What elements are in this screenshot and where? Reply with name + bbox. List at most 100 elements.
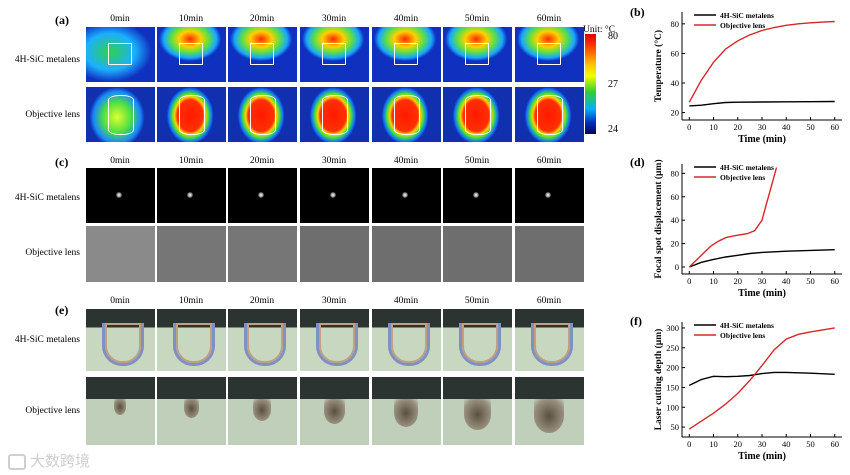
- roi-box: [537, 43, 561, 65]
- cut-crater: [534, 399, 564, 433]
- thermal-image-metalens: [300, 27, 369, 82]
- x-tick-label: 40: [782, 122, 791, 132]
- x-tick-label: 50: [806, 439, 815, 449]
- x-tick-label: 0: [687, 276, 691, 286]
- legend-label: 4H-SiC metalens: [720, 163, 774, 172]
- cut-arc: [102, 323, 144, 366]
- y-tick-label: 40: [671, 78, 680, 88]
- watermark-text: 大数跨境: [30, 452, 91, 470]
- focal-spot-image-metalens: [300, 168, 369, 223]
- x-tick-label: 30: [758, 122, 767, 132]
- y-tick-label: 80: [671, 168, 680, 178]
- thermal-image-objective: [300, 87, 369, 142]
- focal-spot-image-metalens: [157, 168, 226, 223]
- y-axis-label: Temperature (°C): [653, 30, 664, 102]
- y-tick-label: 250: [666, 343, 679, 353]
- thermal-image-objective: [228, 87, 297, 142]
- focal-spot: [473, 192, 479, 198]
- cutting-image-metalens: [228, 309, 297, 371]
- cutting-image-metalens: [300, 309, 369, 371]
- legend-label: Objective lens: [720, 21, 765, 30]
- time-label: 20min: [249, 296, 275, 306]
- time-label: 10min: [178, 296, 204, 306]
- roi-box: [108, 43, 132, 65]
- series-line-objective: [688, 327, 835, 430]
- focal-spot-image-objective: [443, 226, 512, 282]
- focal-spot: [402, 192, 408, 198]
- time-label: 20min: [249, 14, 275, 24]
- y-tick-label: 60: [671, 48, 680, 58]
- cutting-image-objective: [443, 377, 512, 445]
- time-label: 40min: [393, 156, 419, 166]
- cut-arc: [388, 323, 430, 366]
- time-label: 60min: [536, 14, 562, 24]
- x-tick-label: 50: [806, 276, 815, 286]
- y-tick-label: 50: [671, 422, 680, 432]
- y-axis-label: Laser cutting depth (µm): [653, 329, 664, 431]
- cut-crater: [253, 399, 271, 421]
- y-tick-label: 40: [671, 215, 680, 225]
- roi-box: [394, 43, 418, 65]
- cutting-image-objective: [86, 377, 155, 445]
- x-tick-label: 0: [687, 439, 691, 449]
- time-label: 40min: [393, 296, 419, 306]
- time-label: 50min: [464, 14, 490, 24]
- roi-cylinder: [179, 95, 205, 135]
- x-tick-label: 60: [830, 439, 839, 449]
- roi-cylinder: [322, 95, 348, 135]
- time-label: 10min: [178, 14, 204, 24]
- y-tick-label: 60: [671, 192, 680, 202]
- y-tick-label: 20: [671, 239, 680, 249]
- chart-temperature: 0 10 20 30 40 50 60 20 40 60 80 Time (min) Temperatu…: [653, 11, 842, 145]
- roi-cylinder: [537, 95, 563, 135]
- legend-label: 4H-SiC metalens: [720, 11, 774, 20]
- row-label-objective-c: Objective lens: [25, 248, 80, 258]
- roi-box: [465, 43, 489, 65]
- focal-spot-image-metalens: [86, 168, 155, 223]
- focal-spot: [545, 192, 551, 198]
- colorbar-max: 80: [608, 31, 618, 42]
- colorbar: [585, 34, 596, 134]
- x-tick-label: 60: [830, 276, 839, 286]
- time-label: 0min: [110, 156, 130, 166]
- y-tick-label: 0: [675, 262, 679, 272]
- focal-spot-image-objective: [157, 226, 226, 282]
- cut-arc: [173, 323, 215, 366]
- x-tick-label: 50: [806, 122, 815, 132]
- focal-spot: [116, 192, 122, 198]
- y-tick-label: 300: [666, 323, 679, 333]
- x-tick-label: 20: [734, 276, 743, 286]
- legend-label: Objective lens: [720, 173, 765, 182]
- focal-spot-image-objective: [372, 226, 441, 282]
- roi-cylinder: [108, 95, 134, 135]
- colorbar-unit: Unit: °C: [583, 25, 616, 35]
- x-axis-label: Time (min): [738, 288, 786, 299]
- roi-cylinder: [394, 95, 420, 135]
- cut-crater: [394, 399, 418, 427]
- cutting-image-metalens: [443, 309, 512, 371]
- time-label: 10min: [178, 156, 204, 166]
- cutting-image-objective: [228, 377, 297, 445]
- focal-spot-image-objective: [228, 226, 297, 282]
- time-label: 60min: [536, 296, 562, 306]
- y-tick-label: 20: [671, 108, 680, 118]
- x-tick-label: 60: [830, 122, 839, 132]
- roi-box: [322, 43, 346, 65]
- legend-label: Objective lens: [720, 331, 765, 340]
- watermark: 大数跨境: [8, 450, 90, 471]
- row-label-metalens-a: 4H-SiC metalens: [14, 55, 80, 65]
- cutting-image-objective: [372, 377, 441, 445]
- x-tick-label: 40: [782, 439, 791, 449]
- cut-crater: [183, 399, 199, 418]
- time-label: 60min: [536, 156, 562, 166]
- y-tick-label: 100: [666, 402, 679, 412]
- panel-label-a: (a): [55, 13, 69, 27]
- cutting-image-metalens: [515, 309, 584, 371]
- x-tick-label: 20: [734, 439, 743, 449]
- series-line-objective: [688, 167, 778, 268]
- cut-crater: [463, 399, 491, 430]
- time-label: 30min: [321, 14, 347, 24]
- thermal-image-objective: [443, 87, 512, 142]
- focal-spot-image-objective: [86, 226, 155, 282]
- focal-spot-image-metalens: [228, 168, 297, 223]
